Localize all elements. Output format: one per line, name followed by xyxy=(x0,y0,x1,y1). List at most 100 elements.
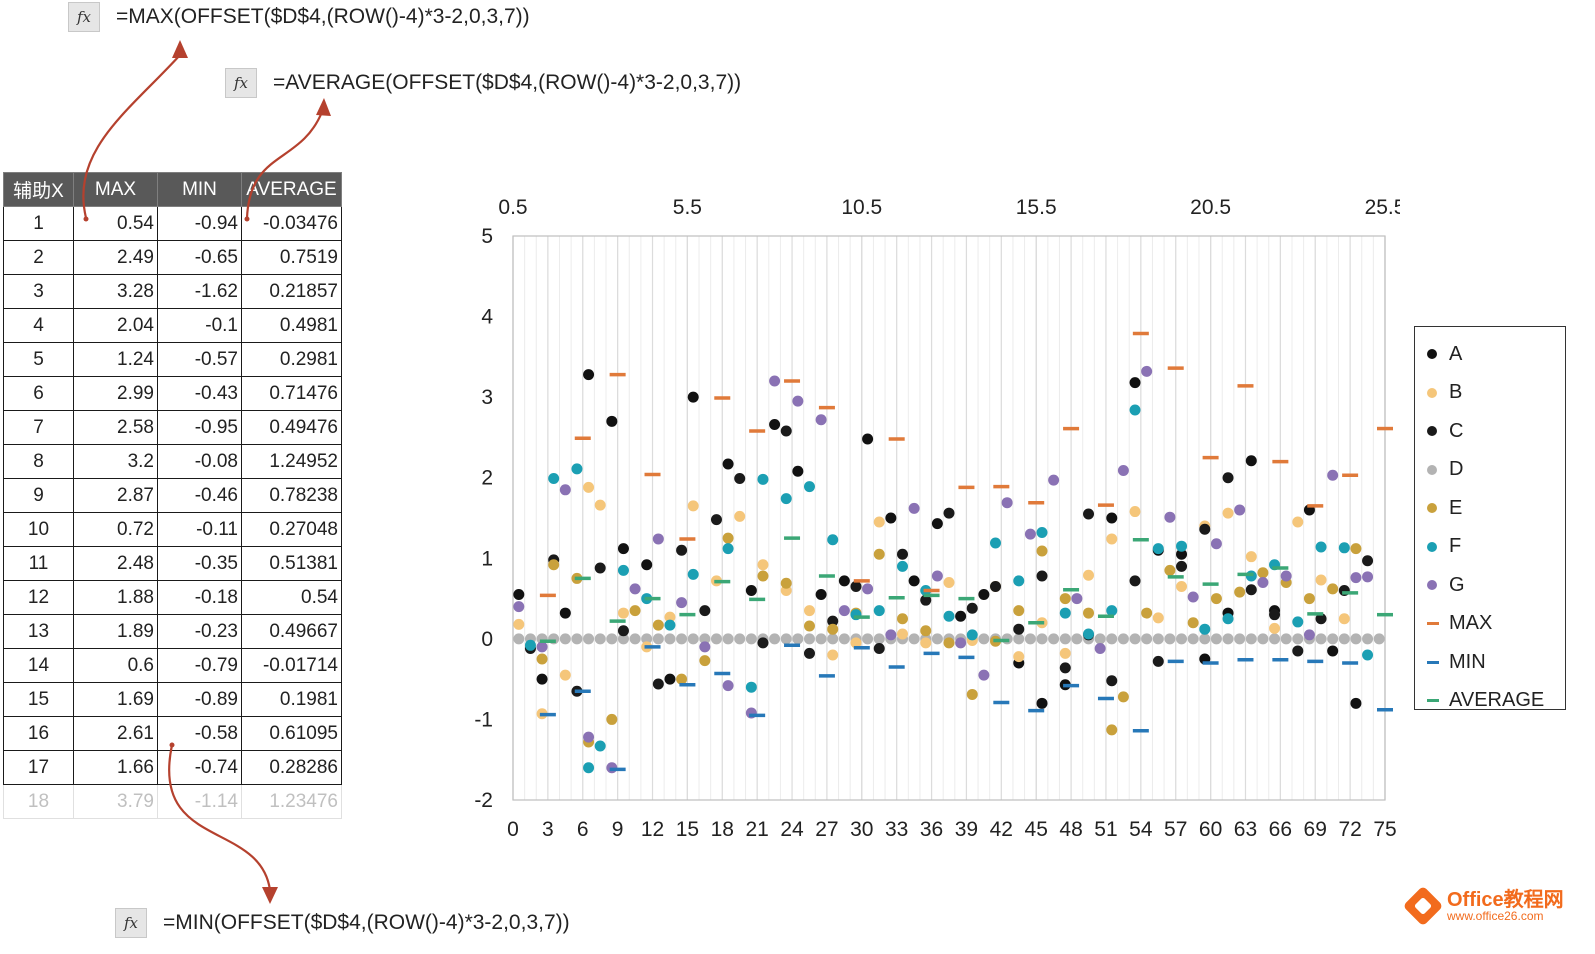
cell-min[interactable]: -0.89 xyxy=(157,682,242,717)
cell-min[interactable]: -0.11 xyxy=(157,512,242,547)
data-point-d xyxy=(838,633,850,645)
cell-max[interactable]: 0.54 xyxy=(73,206,158,241)
cell-max[interactable]: 2.58 xyxy=(73,410,158,445)
cell-average[interactable]: -0.03476 xyxy=(241,206,342,241)
data-point-d xyxy=(1257,633,1269,645)
cell-helper-x[interactable]: 18 xyxy=(3,784,74,819)
data-point-c xyxy=(757,637,769,649)
legend-item[interactable]: MAX xyxy=(1427,605,1565,644)
cell-min[interactable]: -0.46 xyxy=(157,478,242,513)
cell-average[interactable]: 0.54 xyxy=(241,580,342,615)
cell-helper-x[interactable]: 17 xyxy=(3,750,74,785)
cell-average[interactable]: 1.23476 xyxy=(241,784,342,819)
data-point-d xyxy=(676,633,688,645)
legend-item[interactable]: D xyxy=(1427,451,1565,490)
cell-average[interactable]: -0.01714 xyxy=(241,648,342,683)
cell-average[interactable]: 0.21857 xyxy=(241,274,342,309)
cell-average[interactable]: 0.28286 xyxy=(241,750,342,785)
data-point-d xyxy=(1373,633,1385,645)
data-point-b xyxy=(1083,569,1095,581)
cell-min[interactable]: -0.95 xyxy=(157,410,242,445)
cell-helper-x[interactable]: 4 xyxy=(3,308,74,343)
cell-average[interactable]: 0.78238 xyxy=(241,478,342,513)
legend-item[interactable]: AVERAGE xyxy=(1427,682,1565,721)
cell-helper-x[interactable]: 3 xyxy=(3,274,74,309)
cell-helper-x[interactable]: 2 xyxy=(3,240,74,275)
data-point-b xyxy=(803,605,815,617)
cell-average[interactable]: 0.7519 xyxy=(241,240,342,275)
data-point-a xyxy=(1129,377,1141,389)
cell-average[interactable]: 0.27048 xyxy=(241,512,342,547)
data-point-c xyxy=(896,548,908,560)
data-point-c xyxy=(966,602,978,614)
cell-average[interactable]: 0.51381 xyxy=(241,546,342,581)
formula-max-text[interactable]: =MAX(OFFSET($D$4,(ROW()-4)*3-2,0,3,7)) xyxy=(116,5,530,28)
cell-min[interactable]: -0.43 xyxy=(157,376,242,411)
data-point-d xyxy=(1094,633,1106,645)
legend-item[interactable]: MIN xyxy=(1427,643,1565,682)
cell-average[interactable]: 0.2981 xyxy=(241,342,342,377)
function-icon[interactable]: fx xyxy=(68,2,100,32)
column-header-max[interactable]: MAX xyxy=(73,172,158,207)
cell-average[interactable]: 0.4981 xyxy=(241,308,342,343)
cell-average[interactable]: 1.24952 xyxy=(241,444,342,479)
data-point-e xyxy=(1106,724,1118,736)
function-icon[interactable]: fx xyxy=(115,908,147,938)
legend-marker-dot-icon xyxy=(1427,503,1447,514)
cell-average[interactable]: 0.49667 xyxy=(241,614,342,649)
data-point-a xyxy=(978,589,990,601)
column-header-helper-x[interactable]: 辅助X xyxy=(3,172,74,207)
data-point-e xyxy=(1327,583,1339,595)
data-point-d xyxy=(1292,633,1304,645)
cell-helper-x[interactable]: 16 xyxy=(3,716,74,751)
cell-max[interactable]: 1.88 xyxy=(73,580,158,615)
data-point-b xyxy=(1245,551,1257,563)
data-point-e xyxy=(1303,593,1315,605)
cell-max[interactable]: 2.48 xyxy=(73,546,158,581)
y-tick-label: -1 xyxy=(474,708,493,731)
cell-max[interactable]: 1.24 xyxy=(73,342,158,377)
cell-max[interactable]: 2.49 xyxy=(73,240,158,275)
legend-item[interactable]: C xyxy=(1427,412,1565,451)
cell-min[interactable]: -0.65 xyxy=(157,240,242,275)
data-point-d xyxy=(687,633,699,645)
cell-min[interactable]: -0.08 xyxy=(157,444,242,479)
cell-helper-x[interactable]: 5 xyxy=(3,342,74,377)
cell-min[interactable]: -0.18 xyxy=(157,580,242,615)
legend-item[interactable]: E xyxy=(1427,489,1565,528)
formula-min-text[interactable]: =MIN(OFFSET($D$4,(ROW()-4)*3-2,0,3,7)) xyxy=(163,911,570,934)
data-point-d xyxy=(908,633,920,645)
chart-marks xyxy=(513,331,1393,774)
cell-min[interactable]: -0.23 xyxy=(157,614,242,649)
data-point-e xyxy=(920,625,932,637)
data-point-a xyxy=(687,391,699,403)
data-point-e xyxy=(1013,605,1025,617)
cell-max[interactable]: 1.89 xyxy=(73,614,158,649)
legend-item[interactable]: F xyxy=(1427,528,1565,567)
cell-helper-x[interactable]: 9 xyxy=(3,478,74,513)
cell-average[interactable]: 0.1981 xyxy=(241,682,342,717)
cell-helper-x[interactable]: 10 xyxy=(3,512,74,547)
x-tick-label: 24 xyxy=(780,818,804,841)
formula-average-text[interactable]: =AVERAGE(OFFSET($D$4,(ROW()-4)*3-2,0,3,7… xyxy=(273,71,742,94)
cell-average[interactable]: 0.49476 xyxy=(241,410,342,445)
legend-item[interactable]: G xyxy=(1427,566,1565,605)
cell-min[interactable]: -0.57 xyxy=(157,342,242,377)
cell-min[interactable]: -0.79 xyxy=(157,648,242,683)
legend-label: MIN xyxy=(1449,650,1486,673)
data-point-f xyxy=(943,610,955,622)
cell-helper-x[interactable]: 14 xyxy=(3,648,74,683)
cell-average[interactable]: 0.61095 xyxy=(241,716,342,751)
cell-max[interactable]: 1.69 xyxy=(73,682,158,717)
cell-helper-x[interactable]: 8 xyxy=(3,444,74,479)
legend-item[interactable]: A xyxy=(1427,335,1565,374)
data-point-f xyxy=(966,629,978,641)
legend-item[interactable]: B xyxy=(1427,374,1565,413)
function-icon[interactable]: fx xyxy=(225,68,257,98)
cell-max[interactable]: 3.79 xyxy=(73,784,158,819)
data-point-a xyxy=(1106,512,1118,524)
cell-max[interactable]: 1.66 xyxy=(73,750,158,785)
data-point-d xyxy=(1210,633,1222,645)
data-point-a xyxy=(664,673,676,685)
